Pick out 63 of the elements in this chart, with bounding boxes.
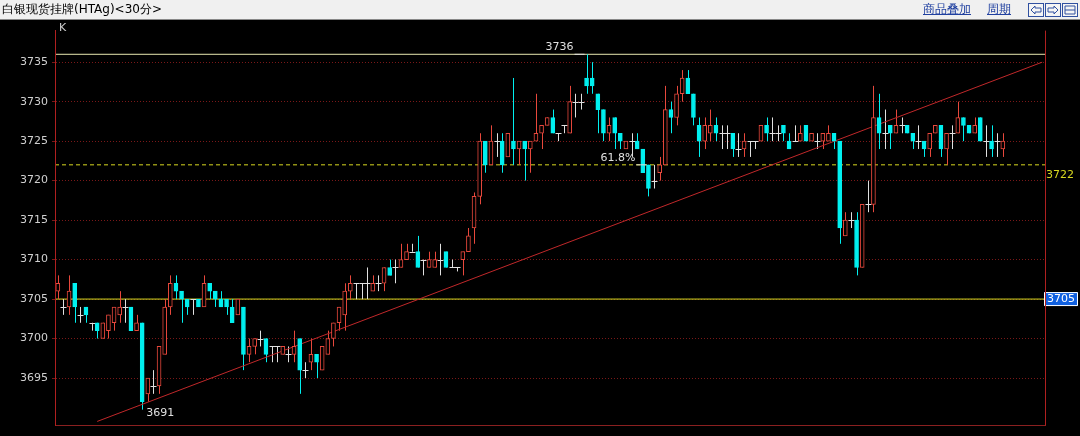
- chart-title: 白银现货挂牌(HTAg)<30分>: [1, 1, 162, 18]
- candlestick: [601, 109, 606, 142]
- annotation: 3736: [545, 40, 574, 54]
- candlestick: [1000, 132, 1006, 158]
- candlestick: [842, 211, 848, 237]
- candlestick: [150, 369, 157, 395]
- text: 周期: [987, 1, 1011, 18]
- annotation: 3691: [146, 406, 175, 420]
- candlestick: [60, 298, 67, 316]
- y-tick-label: 3720: [20, 173, 48, 187]
- y-tick-label: 3695: [20, 370, 48, 384]
- candlestick: [702, 116, 708, 150]
- y-tick-label: 3725: [20, 134, 48, 147]
- candlestick: [651, 164, 658, 190]
- candlestick: [522, 140, 528, 182]
- y-tick-label: 3710: [20, 252, 48, 266]
- candlestick: [887, 124, 893, 150]
- candlestick: [955, 101, 961, 134]
- candlestick: [584, 53, 589, 95]
- candlestick: [735, 132, 742, 158]
- candlestick: [314, 353, 319, 379]
- candlestick: [539, 124, 544, 150]
- y-tick-label: 3705: [20, 291, 48, 305]
- y-tick-label: 3730: [20, 94, 48, 108]
- text: 商品叠加: [923, 1, 971, 18]
- candlestick: [415, 235, 421, 268]
- candlestick: [646, 164, 651, 197]
- candlestick: [674, 85, 679, 126]
- annotation: K: [59, 21, 67, 35]
- candlestick: [764, 116, 769, 142]
- candlestick: [944, 132, 949, 166]
- candlestick: [72, 282, 78, 324]
- ref-line-label: 3705: [1047, 292, 1076, 306]
- candlestick: [482, 140, 488, 174]
- candlestick: [707, 109, 713, 142]
- candlestick: [989, 124, 994, 158]
- y-tick-label: 3715: [20, 212, 48, 226]
- y-tick-label: 3735: [20, 55, 48, 69]
- ref-line-label: 3722: [1046, 167, 1074, 181]
- candlestick: [77, 306, 84, 324]
- y-tick-label: 3700: [20, 331, 48, 345]
- candlestick: [612, 116, 618, 150]
- candlestick: [685, 69, 691, 95]
- candlestick: [589, 61, 595, 95]
- candlestick: [347, 274, 353, 300]
- candlestick: [302, 361, 309, 379]
- candlestick: [595, 93, 601, 134]
- candlestick: [499, 132, 505, 174]
- candlestick: [679, 69, 685, 103]
- candlestick: [691, 93, 696, 126]
- candlestick: [466, 227, 471, 253]
- candlestick: [167, 274, 173, 316]
- candlestick: [122, 298, 129, 324]
- candlestick: [145, 377, 151, 403]
- candlestick: [730, 132, 736, 158]
- candlestick: [179, 290, 184, 324]
- candlestick: [117, 290, 123, 324]
- candlestick: [527, 140, 533, 174]
- candlestick: [657, 156, 663, 182]
- candlestick: [927, 132, 933, 158]
- candlestick: [342, 282, 348, 332]
- candlestick: [511, 77, 516, 166]
- annotation: 61.8%: [600, 150, 636, 164]
